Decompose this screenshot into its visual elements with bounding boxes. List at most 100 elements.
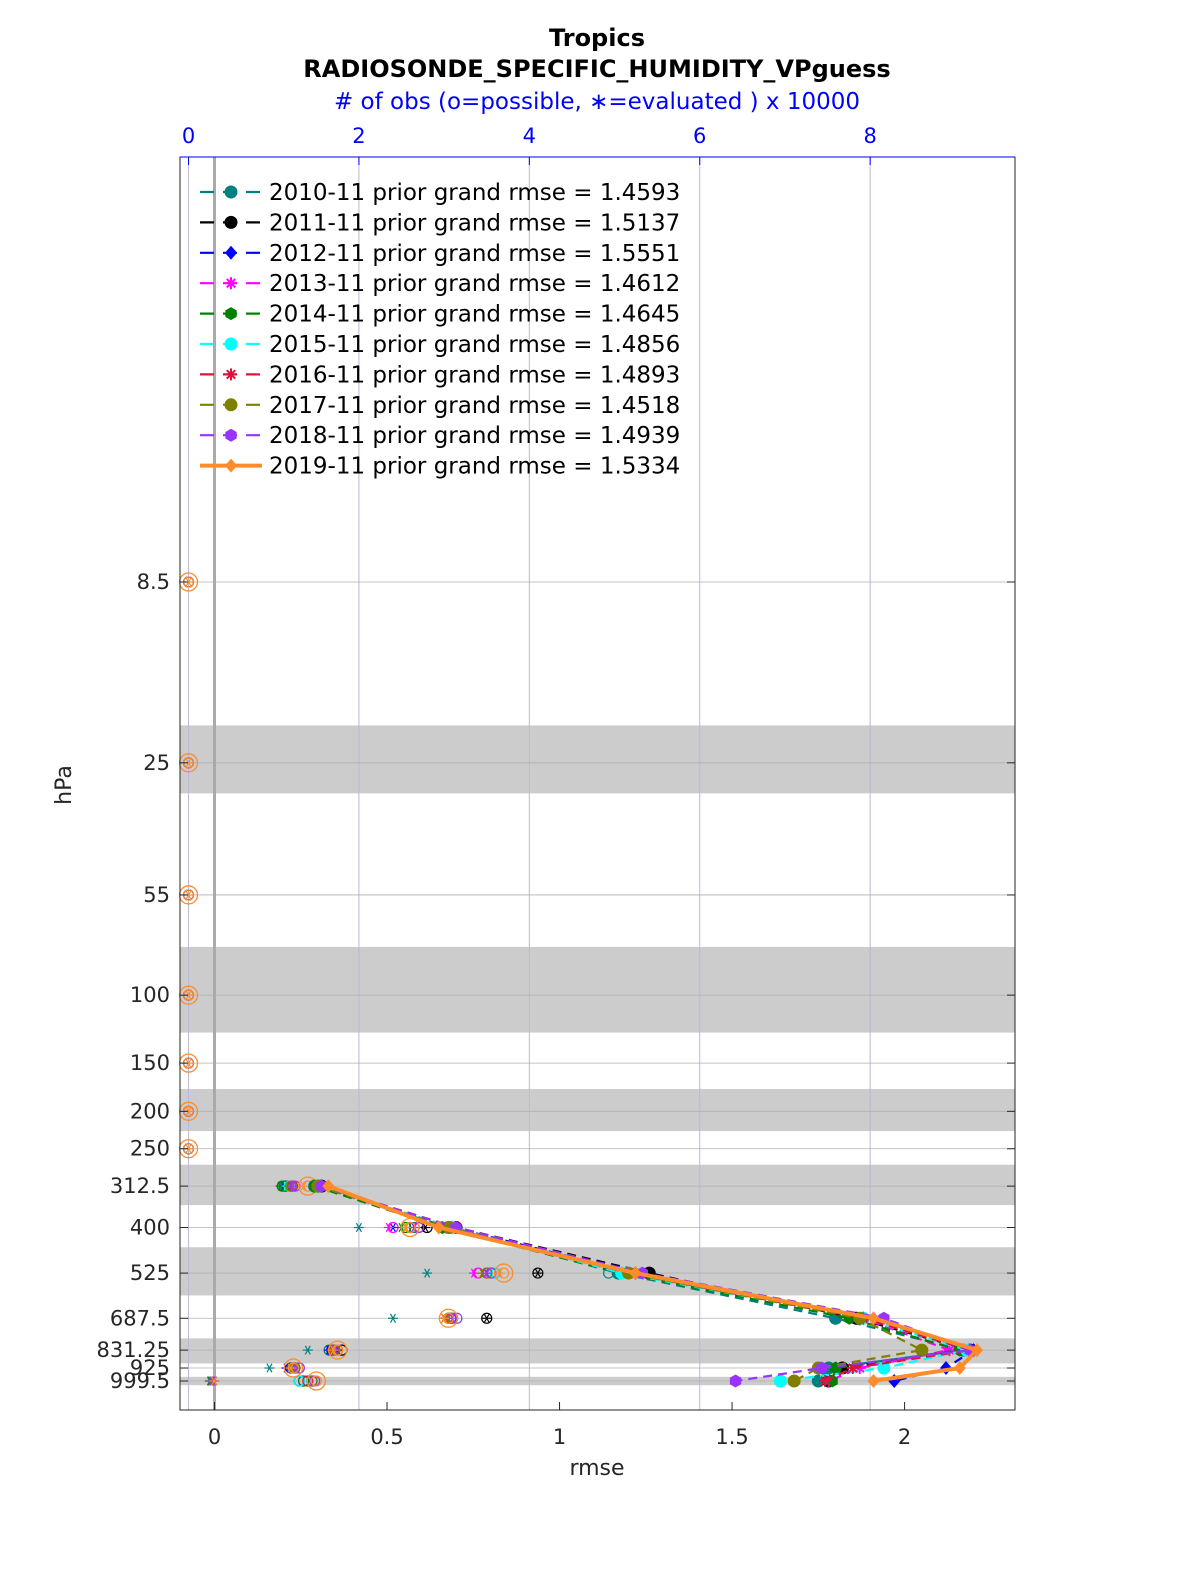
- data-point-stroke: [226, 369, 236, 380]
- y-tick-label: 831.25: [97, 1338, 170, 1362]
- legend-item: 2018-11 prior grand rmse = 1.4939: [200, 423, 680, 449]
- y-tick-label: 925: [130, 1356, 170, 1380]
- obs-evaluated-marker: [494, 1268, 505, 1278]
- obs-possible-marker: [494, 1263, 514, 1283]
- legend-item: 2012-11 prior grand rmse = 1.5551: [200, 241, 680, 267]
- series-layer: [308, 1179, 984, 1388]
- data-point: [816, 1361, 828, 1375]
- legend-item: 2010-11 prior grand rmse = 1.4593: [200, 180, 680, 206]
- top-tick-label: 2: [352, 124, 365, 148]
- top-tick-label: 8: [863, 124, 876, 148]
- y-tick-label: 55: [143, 883, 170, 907]
- data-point: [867, 1374, 880, 1388]
- legend-item: 2016-11 prior grand rmse = 1.4893: [200, 362, 680, 388]
- data-point: [224, 215, 238, 229]
- legend-label: 2014-11 prior grand rmse = 1.4645: [269, 302, 680, 328]
- obs-star-stroke: [185, 576, 193, 588]
- obs-star-stroke: [287, 1363, 294, 1373]
- obs-evaluated-marker: [388, 1313, 399, 1323]
- legend-label: 2011-11 prior grand rmse = 1.5137: [269, 210, 680, 236]
- obs-evaluated-marker: [285, 1363, 296, 1373]
- legend-item: 2011-11 prior grand rmse = 1.5137: [200, 210, 680, 236]
- chart-title: Tropics: [549, 24, 645, 52]
- shaded-band: [180, 725, 1015, 794]
- obs-star-stroke: [289, 1181, 296, 1191]
- data-point: [787, 1374, 801, 1388]
- obs-star-stroke: [185, 1143, 193, 1155]
- y-tick-label: 999.5: [110, 1369, 170, 1393]
- obs-possible-marker: [306, 1371, 326, 1391]
- obs-evaluated-marker: [383, 1222, 394, 1233]
- data-point: [729, 1374, 742, 1388]
- data-point: [432, 1220, 445, 1235]
- x-tick-label: 1.5: [715, 1425, 748, 1449]
- obs-star-stroke: [185, 889, 193, 901]
- obs-star-stroke: [211, 1376, 218, 1386]
- data-point: [953, 1361, 966, 1376]
- data-point: [225, 245, 237, 260]
- y-tick-label: 687.5: [110, 1306, 170, 1330]
- obs-star-stroke: [330, 1345, 337, 1355]
- obs-evaluated-marker: [481, 1268, 492, 1278]
- shaded-band: [180, 1164, 1015, 1206]
- data-point: [225, 307, 237, 321]
- obs-possible-marker: [293, 1375, 305, 1387]
- data-point: [225, 368, 237, 381]
- data-point: [867, 1311, 880, 1326]
- data-point: [225, 277, 237, 290]
- data-point: [322, 1179, 335, 1194]
- legend: 2010-11 prior grand rmse = 1.4593 2011-11…: [200, 180, 680, 480]
- obs-evaluated-marker: [468, 1268, 479, 1278]
- data-point: [971, 1343, 984, 1358]
- y-tick-label: 8.5: [137, 570, 170, 594]
- top-tick-label: 4: [523, 124, 536, 148]
- legend-item: 2014-11 prior grand rmse = 1.4645: [200, 302, 680, 328]
- y-tick-label: 25: [143, 751, 170, 775]
- data-point: [877, 1361, 891, 1375]
- obs-evaluated-marker: [328, 1345, 339, 1355]
- legend-label: 2016-11 prior grand rmse = 1.4893: [269, 362, 680, 388]
- obs-star-stroke: [300, 1181, 307, 1191]
- shaded-band: [180, 1247, 1015, 1296]
- obs-star-stroke: [185, 989, 193, 1001]
- y-tick-label: 250: [130, 1137, 170, 1161]
- y-tick-label: 312.5: [110, 1174, 170, 1198]
- data-point: [819, 1375, 832, 1387]
- obs-star-stroke: [441, 1313, 448, 1323]
- obs-star-stroke: [449, 1313, 456, 1323]
- data-point: [224, 337, 238, 351]
- obs-star-stroke: [483, 1268, 490, 1278]
- legend-label: 2017-11 prior grand rmse = 1.4518: [269, 393, 680, 419]
- data-point: [225, 458, 237, 473]
- legend-label: 2010-11 prior grand rmse = 1.4593: [269, 180, 680, 206]
- data-point: [629, 1266, 642, 1281]
- x-axis-label: rmse: [569, 1456, 624, 1481]
- obs-star-stroke: [277, 1181, 284, 1191]
- axes: 0 0.5 1 1.5 2 0 2 4 6 8 8.5 25 55 100 150 200 250 312.5 40…: [97, 124, 1016, 1449]
- legend-item: 2013-11 prior grand rmse = 1.4612: [200, 271, 680, 297]
- legend-label: 2019-11 prior grand rmse = 1.5334: [269, 454, 680, 480]
- y-tick-label: 200: [130, 1099, 170, 1123]
- obs-evaluated-marker: [422, 1268, 433, 1278]
- obs-evaluated-marker: [400, 1222, 411, 1233]
- grid-lines: [180, 157, 1015, 1410]
- shaded-band: [180, 1338, 1015, 1364]
- top-tick-label: 0: [182, 124, 195, 148]
- obs-evaluated-marker: [298, 1181, 309, 1191]
- legend-item: 2015-11 prior grand rmse = 1.4856: [200, 332, 680, 358]
- shaded-band: [180, 1088, 1015, 1132]
- obs-possible-marker: [310, 1375, 322, 1387]
- legend-label: 2013-11 prior grand rmse = 1.4612: [269, 271, 680, 297]
- chart-subtitle: RADIOSONDE_SPECIFIC_HUMIDITY_VPguess: [303, 55, 890, 83]
- data-point-stroke: [847, 1363, 858, 1373]
- data-point: [224, 185, 238, 199]
- obs-possible-marker: [302, 1375, 314, 1387]
- obs-possible-marker: [438, 1308, 459, 1328]
- y-tick-label: 150: [130, 1051, 170, 1075]
- obs-star-stroke: [483, 1313, 490, 1323]
- obs-star-stroke: [389, 1313, 397, 1323]
- obs-star-stroke: [185, 757, 193, 769]
- obs-star-stroke: [470, 1268, 477, 1278]
